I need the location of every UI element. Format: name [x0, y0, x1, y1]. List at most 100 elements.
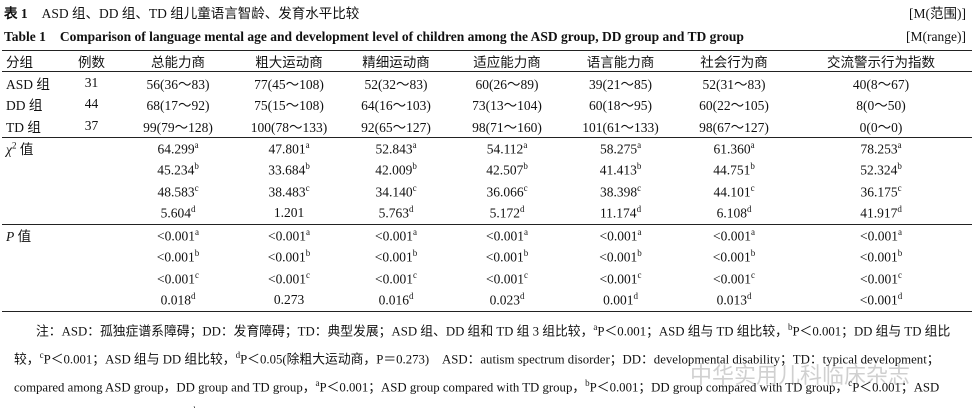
- note-text: 注：ASD：孤独症谱系障碍；DD：发育障碍；TD：典型发展；ASD 组、DD 组…: [36, 324, 594, 339]
- superscript: b: [636, 161, 642, 171]
- value: 0.273: [273, 291, 305, 307]
- p-value-row: <0.001b <0.001b <0.001b <0.001b <0.001b <0.00…: [2, 246, 972, 268]
- cell: 44.101c: [678, 181, 790, 203]
- superscript: c: [751, 269, 755, 280]
- superscript: a: [524, 226, 528, 237]
- superscript: d: [408, 204, 414, 214]
- value: 44.101: [713, 184, 751, 199]
- superscript: a: [637, 139, 642, 150]
- cell: 5.172d: [451, 202, 563, 224]
- cell: TD 组: [6, 119, 41, 135]
- cell: [64, 268, 119, 290]
- superscript: a: [637, 226, 642, 237]
- value: 52.324: [860, 162, 898, 178]
- cell: 92(65～127): [361, 119, 431, 135]
- cell: 6.108d: [678, 202, 790, 224]
- superscript: b: [787, 322, 793, 332]
- cell: <0.001a: [563, 223, 678, 246]
- superscript: a: [751, 226, 755, 237]
- chi-square-row: χ2 值 64.299a 47.801a 52.843a 54.112a 58.275a 6…: [2, 136, 972, 159]
- row-label: χ2 值: [2, 136, 64, 159]
- value: <0.001: [374, 249, 413, 265]
- superscript: b: [897, 248, 903, 258]
- cell: 0.023d: [451, 289, 563, 312]
- cell: 100(78～133): [250, 119, 328, 135]
- value: <0.001: [267, 249, 306, 265]
- cell: 56(36～83): [146, 76, 210, 92]
- note-text: P＜0.05(除粗大运动商，P＝0.273) ASD：autism spectr…: [14, 352, 940, 394]
- label-text: 值: [19, 142, 34, 158]
- data-row: DD 组 44 68(17～92) 75(15～108) 64(16～103) 73(13…: [2, 94, 972, 116]
- superscript: c: [898, 269, 902, 280]
- value: 34.140: [375, 184, 413, 199]
- column-header: 总能力商: [119, 50, 237, 72]
- cell: <0.001b: [341, 246, 451, 268]
- superscript: d: [746, 204, 752, 214]
- cell: 77(45～108): [254, 76, 324, 92]
- column-header: 例数: [64, 50, 119, 72]
- header-row: 分组 例数 总能力商 粗大运动商 精细运动商 适应能力商 语言能力商 社会行为商 交流警示行为指…: [2, 50, 972, 72]
- value: 54.112: [486, 141, 524, 156]
- p-value-row: <0.001c <0.001c <0.001c <0.001c <0.001c <0.00…: [2, 268, 972, 290]
- superscript: c: [194, 182, 199, 193]
- cell: 73(13～104): [472, 98, 542, 114]
- cell: [64, 223, 119, 246]
- superscript: c: [750, 182, 755, 193]
- title-en: Table 1 Comparison of language mental age…: [4, 26, 970, 48]
- value: <0.001: [268, 228, 306, 243]
- value: 61.360: [713, 141, 751, 156]
- cell: <0.001c: [119, 268, 237, 290]
- title-cn: 表 1 ASD 组、DD 组、TD 组儿童语言智龄、发育水平比较 [M(范围)]: [4, 3, 970, 25]
- value: 52.843: [375, 141, 413, 156]
- superscript: d: [897, 204, 902, 214]
- cell: <0.001a: [119, 223, 237, 246]
- value: 78.253: [860, 141, 898, 156]
- superscript: d: [191, 405, 196, 408]
- superscript: b: [523, 161, 528, 171]
- superscript: a: [413, 226, 417, 237]
- superscript: b: [412, 248, 418, 258]
- cell: 98(71～160): [472, 119, 542, 135]
- value: <0.001: [713, 271, 751, 286]
- value: <0.001: [599, 249, 638, 265]
- superscript: b: [523, 248, 529, 258]
- cell: 36.175c: [790, 181, 972, 203]
- cell: 39(21～85): [589, 76, 652, 92]
- cell: <0.001c: [237, 268, 341, 290]
- cell: <0.001c: [341, 268, 451, 290]
- value: <0.001: [599, 228, 638, 243]
- superscript: d: [408, 291, 414, 301]
- row-label: [2, 289, 64, 312]
- value: <0.001: [860, 228, 898, 243]
- superscript: c: [413, 269, 417, 280]
- superscript: d: [897, 291, 903, 301]
- value: 0.013: [716, 292, 747, 308]
- column-header: 社会行为商: [678, 50, 790, 72]
- value: 41.413: [599, 162, 637, 178]
- cell: <0.001c: [790, 268, 972, 290]
- value: 5.172: [489, 205, 520, 221]
- note-text: P＜0.001；DD group compared with TD group，: [589, 379, 849, 394]
- cell: 0.001d: [563, 289, 678, 312]
- row-label: [2, 181, 64, 203]
- cell: 36.066c: [451, 181, 563, 203]
- chi-square-row: 48.583c 38.483c 34.140c 36.066c 38.398c 44.10…: [2, 181, 972, 203]
- cell: <0.001a: [678, 223, 790, 246]
- note-text: P＜0.001；ASD group compared with TD group…: [319, 379, 586, 394]
- value: <0.001: [712, 249, 751, 265]
- superscript: d: [519, 291, 525, 301]
- cell: <0.001b: [237, 246, 341, 268]
- column-header: 粗大运动商: [237, 50, 341, 72]
- superscript: a: [305, 139, 310, 150]
- superscript: a: [315, 377, 320, 388]
- cell: 60(18～95): [589, 98, 652, 114]
- value: 5.604: [160, 205, 191, 221]
- value: 6.108: [716, 205, 747, 221]
- table-label: Table 1: [4, 29, 46, 44]
- cell: 101(61～133): [582, 119, 659, 135]
- cell: <0.001b: [119, 246, 237, 268]
- cell: 31: [84, 74, 99, 90]
- cell: 64.299a: [119, 136, 237, 159]
- superscript: c: [412, 182, 417, 193]
- value: 33.684: [268, 162, 306, 178]
